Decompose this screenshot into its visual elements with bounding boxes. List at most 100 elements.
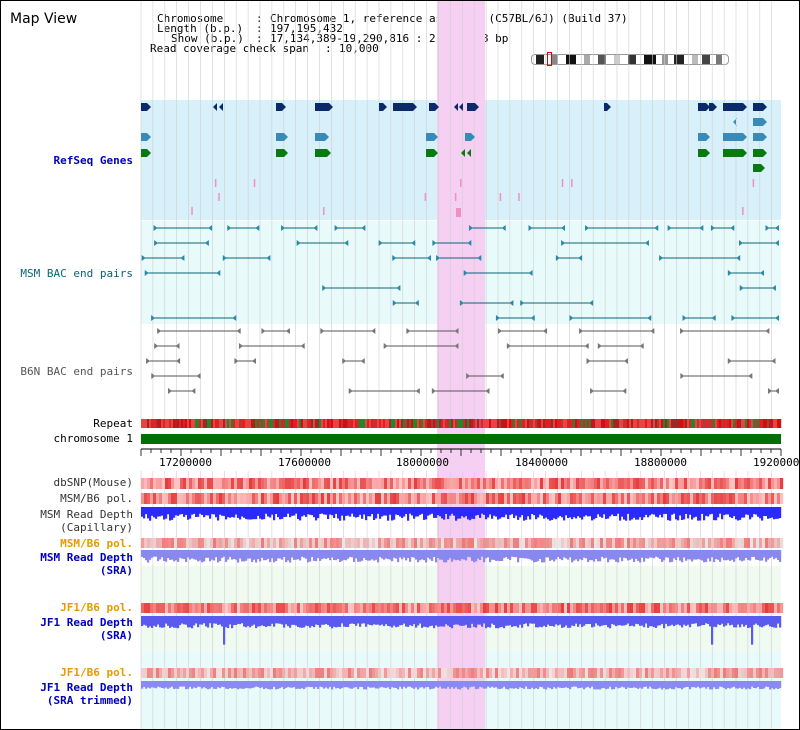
heat-strip-cell [615, 603, 619, 613]
read-depth-bar [357, 616, 360, 624]
heat-strip-cell [618, 493, 622, 504]
read-depth-bar [177, 550, 180, 562]
read-depth-bar [221, 681, 224, 687]
read-depth-bar [489, 681, 492, 688]
read-depth-bar [653, 681, 656, 689]
read-depth-bar [385, 616, 388, 625]
read-depth-bar [509, 550, 512, 561]
heat-strip-cell [594, 493, 598, 504]
heat-strip-cell [405, 478, 409, 489]
msm-b6-pol-label-2[interactable]: MSM/B6 pol. [60, 537, 133, 550]
read-depth-bar [631, 616, 634, 626]
heat-strip-cell [747, 493, 751, 504]
msm-b6-pol-label[interactable]: MSM/B6 pol. [60, 492, 133, 505]
gene-glyph [733, 118, 737, 126]
b6n-bac-pair [771, 358, 776, 364]
heat-strip-cell [741, 478, 745, 489]
read-depth-bar [341, 681, 344, 689]
heat-strip-cell [219, 478, 223, 489]
read-depth-bar [363, 550, 366, 558]
read-depth-bar [317, 681, 320, 689]
heat-strip-cell [399, 603, 403, 613]
read-depth-bar [543, 507, 546, 519]
read-depth-bar [447, 507, 450, 520]
heat-strip-cell [348, 603, 352, 613]
read-depth-bar [549, 616, 552, 626]
read-depth-bar [755, 507, 758, 515]
read-depth-bar [301, 507, 304, 517]
msm-bac-pair [528, 225, 533, 231]
b6n-bac-pair [623, 358, 628, 364]
repeat-mark [157, 419, 160, 428]
heat-strip-cell [303, 538, 307, 548]
repeat-mark [199, 419, 202, 428]
read-depth-bar [277, 681, 280, 689]
refseq-genes-label[interactable]: RefSeq Genes [53, 154, 133, 167]
heat-strip-cell [420, 668, 424, 678]
msm-depth-capillary-label[interactable]: MSM Read Depth [40, 508, 133, 521]
repeat-mark [385, 419, 388, 428]
read-depth-bar [155, 507, 158, 519]
read-depth-bar [619, 507, 622, 521]
read-depth-bar [171, 550, 174, 560]
heat-strip-cell [384, 478, 388, 489]
repeat-label[interactable]: Repeat [93, 417, 133, 430]
read-depth-bar [379, 616, 382, 626]
read-depth-bar [437, 550, 440, 559]
read-depth-bar [319, 507, 322, 514]
read-depth-bar [601, 550, 604, 557]
repeat-mark [221, 419, 224, 428]
read-depth-bar [545, 550, 548, 558]
repeat-mark [507, 419, 510, 428]
read-depth-bar [225, 507, 228, 520]
read-depth-bar [527, 507, 530, 517]
read-depth-bar [405, 616, 408, 627]
read-depth-bar [771, 616, 774, 627]
heat-strip-cell [666, 538, 670, 548]
read-depth-bar [717, 681, 720, 689]
read-depth-bar [259, 507, 262, 519]
read-depth-bar [351, 507, 354, 514]
msm-depth-sra-label[interactable]: MSM Read Depth [40, 551, 133, 564]
heat-strip-cell [501, 538, 505, 548]
heat-strip-cell [459, 478, 463, 489]
jf1-b6-pol-label-2[interactable]: JF1/B6 pol. [60, 666, 133, 679]
read-depth-bar [171, 616, 174, 627]
jf1-depth-sra-label[interactable]: JF1 Read Depth [40, 616, 133, 629]
heat-strip-cell [681, 603, 685, 613]
chromosome-track-label[interactable]: chromosome 1 [53, 432, 133, 445]
refseq-tick [571, 179, 573, 187]
jf1-depth-trimmed-label[interactable]: JF1 Read Depth [40, 681, 133, 694]
b6n-bac-pair [191, 388, 196, 394]
repeat-mark [331, 419, 334, 428]
read-depth-bar [207, 550, 210, 558]
heat-strip-cell [222, 478, 226, 489]
read-depth-bar [267, 681, 270, 689]
repeat-mark [317, 419, 320, 428]
read-depth-bar [563, 507, 566, 521]
heat-strip-cell [186, 603, 190, 613]
jf1-b6-pol-label[interactable]: JF1/B6 pol. [60, 601, 133, 614]
heat-strip-cell [543, 493, 547, 504]
dbsnp-label[interactable]: dbSNP(Mouse) [53, 476, 133, 489]
read-depth-bar [759, 550, 762, 561]
read-depth-bar [371, 550, 374, 560]
heat-strip-cell [597, 478, 601, 489]
repeat-mark [167, 419, 170, 428]
read-depth-bar [777, 681, 780, 689]
read-depth-bar [607, 681, 610, 689]
repeat-mark [173, 419, 176, 428]
heat-strip-cell [588, 538, 592, 548]
heat-strip-cell [318, 493, 322, 504]
heat-strip-cell [252, 478, 256, 489]
heat-strip-cell [399, 538, 403, 548]
heat-strip-cell [162, 538, 166, 548]
msm-bac-label[interactable]: MSM BAC end pairs [20, 267, 133, 280]
axis-tick-label: 18000000 [396, 456, 449, 469]
heat-strip-cell [654, 493, 658, 504]
repeat-mark [295, 419, 298, 428]
repeat-mark [649, 419, 652, 428]
b6n-bac-label[interactable]: B6N BAC end pairs [20, 365, 133, 378]
heat-strip-cell [354, 668, 358, 678]
